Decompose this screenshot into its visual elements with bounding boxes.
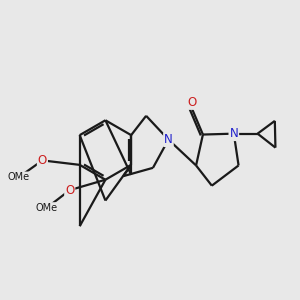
Text: OMe: OMe (8, 172, 30, 182)
Text: N: N (230, 127, 238, 140)
Text: O: O (38, 154, 47, 167)
Text: O: O (65, 184, 74, 196)
Text: O: O (187, 96, 196, 109)
Text: OMe: OMe (35, 203, 58, 213)
Text: N: N (164, 133, 173, 146)
